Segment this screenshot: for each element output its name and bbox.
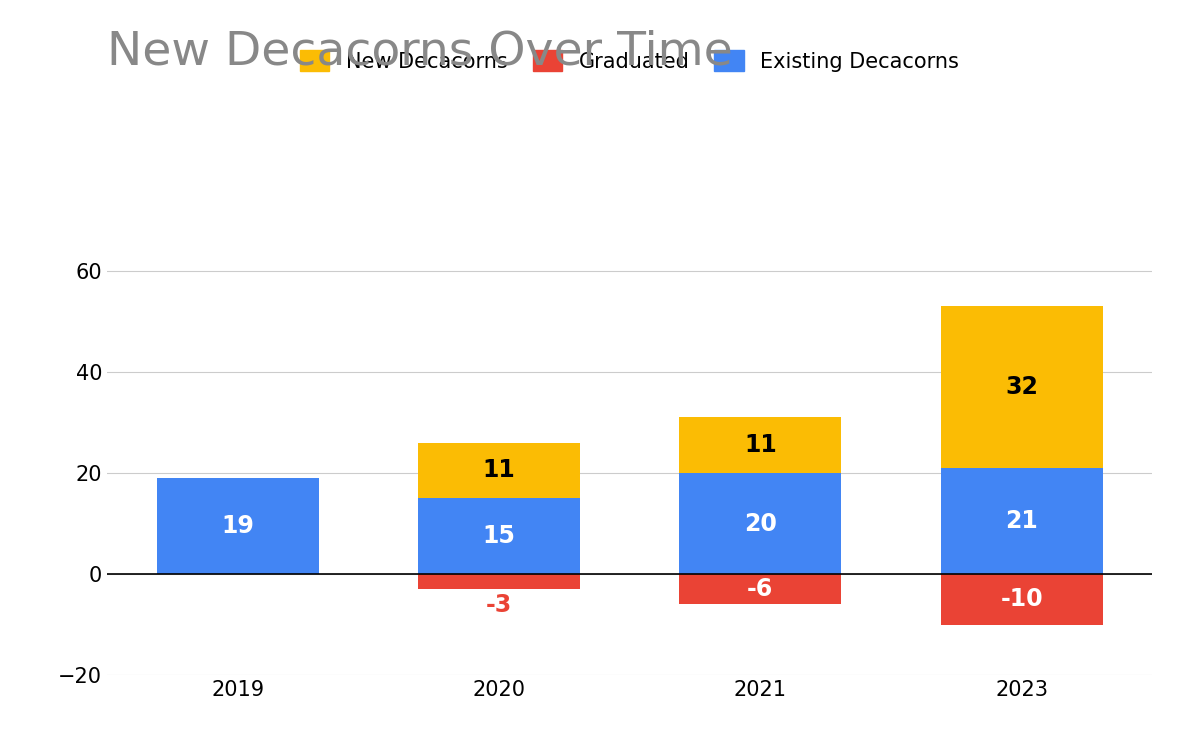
Bar — [418, 443, 580, 498]
Legend: New Decacorns, Graduated, Existing Decacorns: New Decacorns, Graduated, Existing Decac… — [290, 40, 969, 82]
Bar — [680, 418, 841, 473]
Bar — [941, 468, 1102, 574]
Bar — [418, 498, 580, 574]
Text: 32: 32 — [1005, 375, 1038, 399]
Bar — [680, 473, 841, 574]
Text: -3: -3 — [486, 593, 512, 617]
Text: 15: 15 — [482, 524, 516, 548]
Text: -10: -10 — [1000, 587, 1043, 611]
Bar — [157, 478, 318, 574]
Text: 11: 11 — [482, 459, 516, 482]
Text: New Decacorns Over Time: New Decacorns Over Time — [107, 29, 733, 74]
Text: 11: 11 — [744, 433, 777, 457]
Bar — [941, 574, 1102, 625]
Bar — [941, 306, 1102, 468]
Text: 20: 20 — [744, 512, 777, 536]
Bar — [418, 574, 580, 589]
Text: -6: -6 — [747, 578, 773, 601]
Bar — [680, 574, 841, 605]
Text: 21: 21 — [1005, 509, 1038, 533]
Text: 19: 19 — [221, 514, 254, 538]
